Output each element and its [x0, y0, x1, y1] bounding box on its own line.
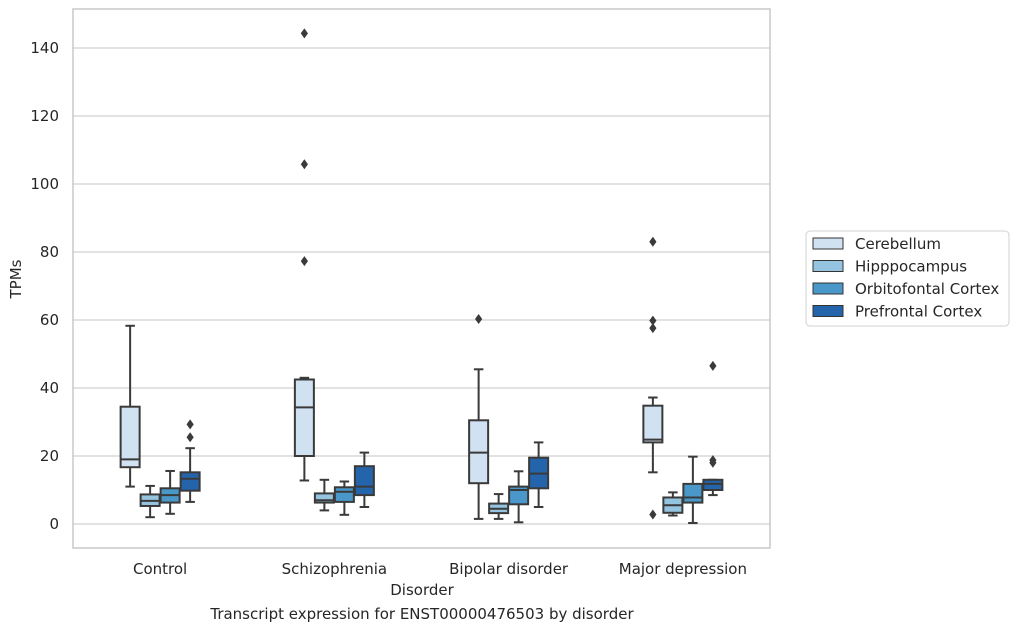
- box-iqr: [119, 405, 141, 469]
- outlier-point: [709, 457, 717, 468]
- outlier-point: [475, 313, 483, 324]
- outlier-point: [649, 509, 657, 520]
- figure-caption: Transcript expression for ENST0000047650…: [210, 605, 634, 623]
- box-cerebellum: [119, 324, 141, 488]
- box-hipppocampus: [488, 493, 510, 520]
- outlier-point: [649, 323, 657, 334]
- box-group-control: [119, 324, 201, 519]
- y-tick-label: 40: [40, 379, 59, 397]
- grid-lines: [73, 47, 770, 525]
- outlier-point: [186, 432, 194, 443]
- box-iqr: [702, 478, 724, 491]
- y-tick-label: 140: [30, 39, 59, 57]
- box-iqr: [333, 486, 355, 503]
- box-group-bipolar-disorder: [468, 313, 550, 524]
- legend-item: Hipppocampus: [812, 258, 967, 276]
- y-tick-label: 100: [30, 175, 59, 193]
- box-group-major-depression: [642, 236, 724, 524]
- box-cerebellum: [642, 236, 664, 520]
- outlier-point: [649, 236, 657, 247]
- legend-swatch: [812, 237, 844, 250]
- box-prefrontal-cortex: [353, 451, 375, 508]
- outlier-point: [300, 256, 308, 267]
- outlier-point: [186, 419, 194, 430]
- box-iqr: [682, 482, 704, 504]
- legend-label: Cerebellum: [855, 235, 941, 253]
- outlier-point: [300, 159, 308, 170]
- legend-label: Prefrontal Cortex: [855, 303, 982, 321]
- outlier-point: [709, 360, 717, 371]
- box-orbitofontal-cortex: [333, 480, 355, 516]
- box-orbitofontal-cortex: [159, 469, 181, 515]
- plot-border: [72, 8, 771, 549]
- box-hipppocampus: [662, 491, 684, 517]
- legend-item: Orbitofontal Cortex: [812, 280, 999, 298]
- box-group-schizophrenia: [293, 28, 375, 516]
- box-orbitofontal-cortex: [682, 455, 704, 524]
- x-tick-labels: Control Schizophrenia Bipolar disorder Majo…: [133, 560, 747, 578]
- box-iqr: [179, 471, 201, 492]
- box-hipppocampus: [139, 484, 161, 519]
- y-tick-label: 60: [40, 311, 59, 329]
- box-prefrontal-cortex: [528, 441, 550, 508]
- y-tick-label: 80: [40, 243, 59, 261]
- y-axis-label: TPMs: [7, 259, 25, 299]
- box-iqr: [293, 378, 315, 457]
- x-tick-label: Control: [133, 560, 187, 578]
- box-iqr: [642, 404, 664, 444]
- outlier-point: [649, 315, 657, 326]
- box-hipppocampus: [313, 478, 335, 512]
- box-cerebellum: [293, 28, 315, 482]
- legend-frame: [805, 230, 1010, 327]
- x-tick-label: Bipolar disorder: [449, 560, 569, 578]
- legend-label: Hipppocampus: [855, 258, 967, 276]
- y-tick-label: 0: [49, 515, 59, 533]
- box-prefrontal-cortex: [702, 360, 724, 497]
- box-iqr: [353, 465, 375, 497]
- x-tick-label: Major depression: [619, 560, 747, 578]
- legend-label: Orbitofontal Cortex: [855, 280, 999, 298]
- x-axis-label: Disorder: [390, 581, 454, 599]
- legend-swatch: [812, 260, 844, 272]
- plot-frame: [72, 8, 771, 549]
- box-cerebellum: [468, 313, 490, 520]
- box-iqr: [508, 485, 530, 506]
- legend-item: Prefrontal Cortex: [812, 303, 982, 321]
- box-prefrontal-cortex: [179, 419, 201, 503]
- y-tick-label: 120: [30, 107, 59, 125]
- legend-swatch: [812, 282, 844, 295]
- y-tick-labels: 0 20 40 60 80 100 120 140: [30, 39, 59, 533]
- box-groups: [119, 28, 724, 524]
- legend-swatch: [812, 305, 844, 317]
- legend: Cerebellum Hipppocampus Orbitofontal Corte…: [805, 230, 1010, 327]
- box-orbitofontal-cortex: [508, 470, 530, 524]
- y-tick-label: 20: [40, 447, 59, 465]
- legend-item: Cerebellum: [812, 235, 941, 253]
- x-tick-label: Schizophrenia: [282, 560, 387, 578]
- box-iqr: [313, 492, 335, 504]
- outlier-point: [300, 28, 308, 39]
